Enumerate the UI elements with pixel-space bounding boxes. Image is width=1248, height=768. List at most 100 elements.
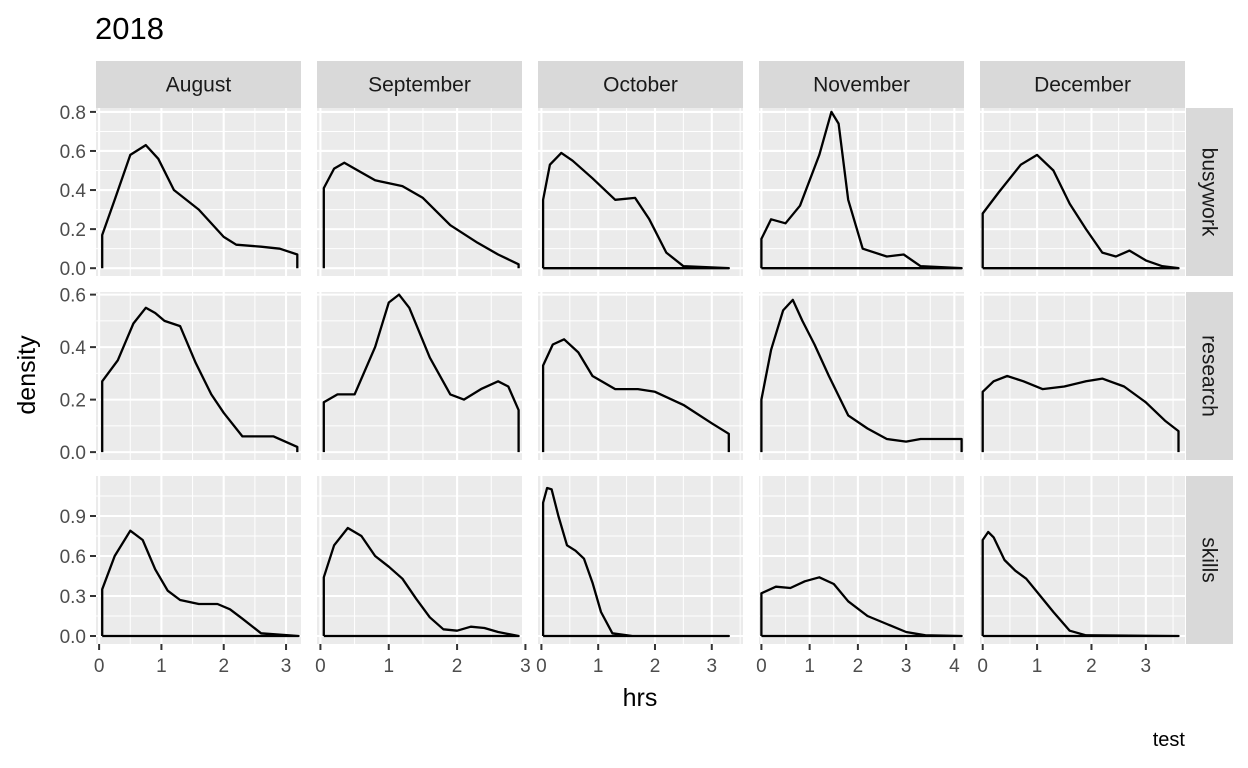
density-curve	[981, 530, 1180, 638]
x-tick-label: 0	[977, 656, 988, 677]
density-curve	[101, 306, 299, 453]
x-tick-label: 3	[901, 656, 912, 677]
y-tick-label: 0.4	[60, 338, 87, 359]
panel-background	[759, 108, 964, 276]
panel-background	[538, 292, 743, 460]
column-strip	[980, 61, 1185, 108]
row-strip	[1186, 476, 1233, 644]
x-tick-label: 1	[383, 656, 394, 677]
panel-background	[759, 292, 964, 460]
x-tick-label: 3	[520, 656, 531, 677]
panel-background	[96, 476, 301, 644]
panel-research-august	[96, 292, 301, 460]
x-tick-label: 2	[218, 656, 229, 677]
density-curve	[541, 151, 730, 270]
row-strip-label: research	[1198, 335, 1221, 417]
x-tick-label: 3	[1141, 656, 1152, 677]
column-strip	[96, 61, 301, 108]
x-tick-label: 0	[315, 656, 326, 677]
y-tick-label: 0.0	[60, 443, 86, 464]
x-tick-label: 1	[593, 656, 604, 677]
panel-busywork-november	[759, 108, 964, 276]
y-tick-label: 0.4	[60, 181, 87, 202]
column-strip-label: September	[368, 74, 471, 97]
x-tick-label: 3	[281, 656, 292, 677]
row-strip	[1186, 108, 1233, 276]
panel-skills-august	[96, 476, 301, 644]
x-tick-label: 2	[650, 656, 661, 677]
y-tick-label: 0.0	[60, 627, 86, 648]
panel-background	[980, 292, 1185, 460]
y-tick-label: 0.2	[60, 391, 86, 412]
density-curve	[101, 143, 299, 269]
panel-research-october	[538, 292, 743, 460]
density-curve	[760, 110, 963, 270]
panel-busywork-september	[317, 108, 527, 276]
x-tick-label: 1	[156, 656, 167, 677]
panel-background	[317, 292, 522, 460]
x-tick-label: 2	[452, 656, 463, 677]
panel-skills-september	[317, 476, 527, 644]
y-tick-label: 0.6	[60, 142, 86, 163]
panel-research-december	[980, 292, 1185, 460]
density-curve	[541, 338, 730, 453]
column-strip-label: December	[1034, 74, 1131, 97]
density-curve	[322, 526, 520, 638]
column-strip-label: November	[813, 74, 910, 97]
y-tick-label: 0.8	[60, 103, 86, 124]
x-tick-label: 2	[1086, 656, 1097, 677]
y-tick-label: 0.0	[60, 259, 86, 280]
panel-busywork-october	[538, 108, 743, 276]
x-tick-label: 4	[949, 656, 960, 677]
density-curve	[541, 486, 730, 638]
panel-skills-november	[759, 476, 964, 644]
row-strips: busywork research skills	[1186, 108, 1233, 644]
density-curve	[101, 529, 300, 638]
y-tick-label: 0.9	[60, 507, 86, 528]
y-tick-label: 0.6	[60, 547, 86, 568]
panel-research-november	[759, 292, 964, 460]
x-tick-label: 1	[1032, 656, 1043, 677]
density-curve	[322, 161, 520, 269]
x-tick-label: 1	[804, 656, 815, 677]
column-strip	[317, 61, 522, 108]
x-axis-title: hrs	[623, 684, 658, 712]
density-curve	[322, 293, 520, 453]
y-axis-title: density	[13, 335, 41, 415]
panel-skills-december	[980, 476, 1185, 644]
panel-background	[980, 108, 1185, 276]
x-tick-label: 0	[536, 656, 547, 677]
chart-title: 2018	[95, 11, 164, 46]
density-curve	[981, 153, 1180, 270]
x-tick-label: 3	[706, 656, 717, 677]
panel-background	[538, 108, 743, 276]
panel-background	[96, 108, 301, 276]
y-tick-label: 0.2	[60, 220, 86, 241]
column-strip-label: October	[603, 74, 678, 97]
density-curve	[760, 298, 963, 453]
column-strip	[759, 61, 964, 108]
x-tick-label: 0	[94, 656, 105, 677]
column-strips: August September October November December	[96, 61, 1185, 108]
row-strip	[1186, 292, 1233, 460]
x-tick-label: 2	[853, 656, 864, 677]
y-axes: 0.0 0.2 0.4 0.6 0.8 0.0 0.2 0.4 0.6 0.0 0.3 0.6 0.9	[60, 103, 96, 648]
y-tick-label: 0.3	[60, 587, 86, 608]
panel-background	[96, 292, 301, 460]
x-tick-label: 0	[756, 656, 767, 677]
panel-busywork-december	[980, 108, 1185, 276]
panel-busywork-august	[96, 108, 301, 276]
row-strip-label: skills	[1198, 537, 1221, 583]
column-strip	[538, 61, 743, 108]
facet-panels	[96, 108, 1185, 644]
density-curve	[981, 374, 1180, 453]
y-tick-label: 0.6	[60, 286, 86, 307]
chart-caption: test	[1153, 729, 1186, 751]
panel-skills-october	[538, 476, 743, 644]
panel-background	[759, 476, 964, 644]
column-strip-label: August	[166, 74, 232, 97]
density-curve	[760, 576, 963, 638]
row-strip-label: busywork	[1198, 148, 1221, 237]
